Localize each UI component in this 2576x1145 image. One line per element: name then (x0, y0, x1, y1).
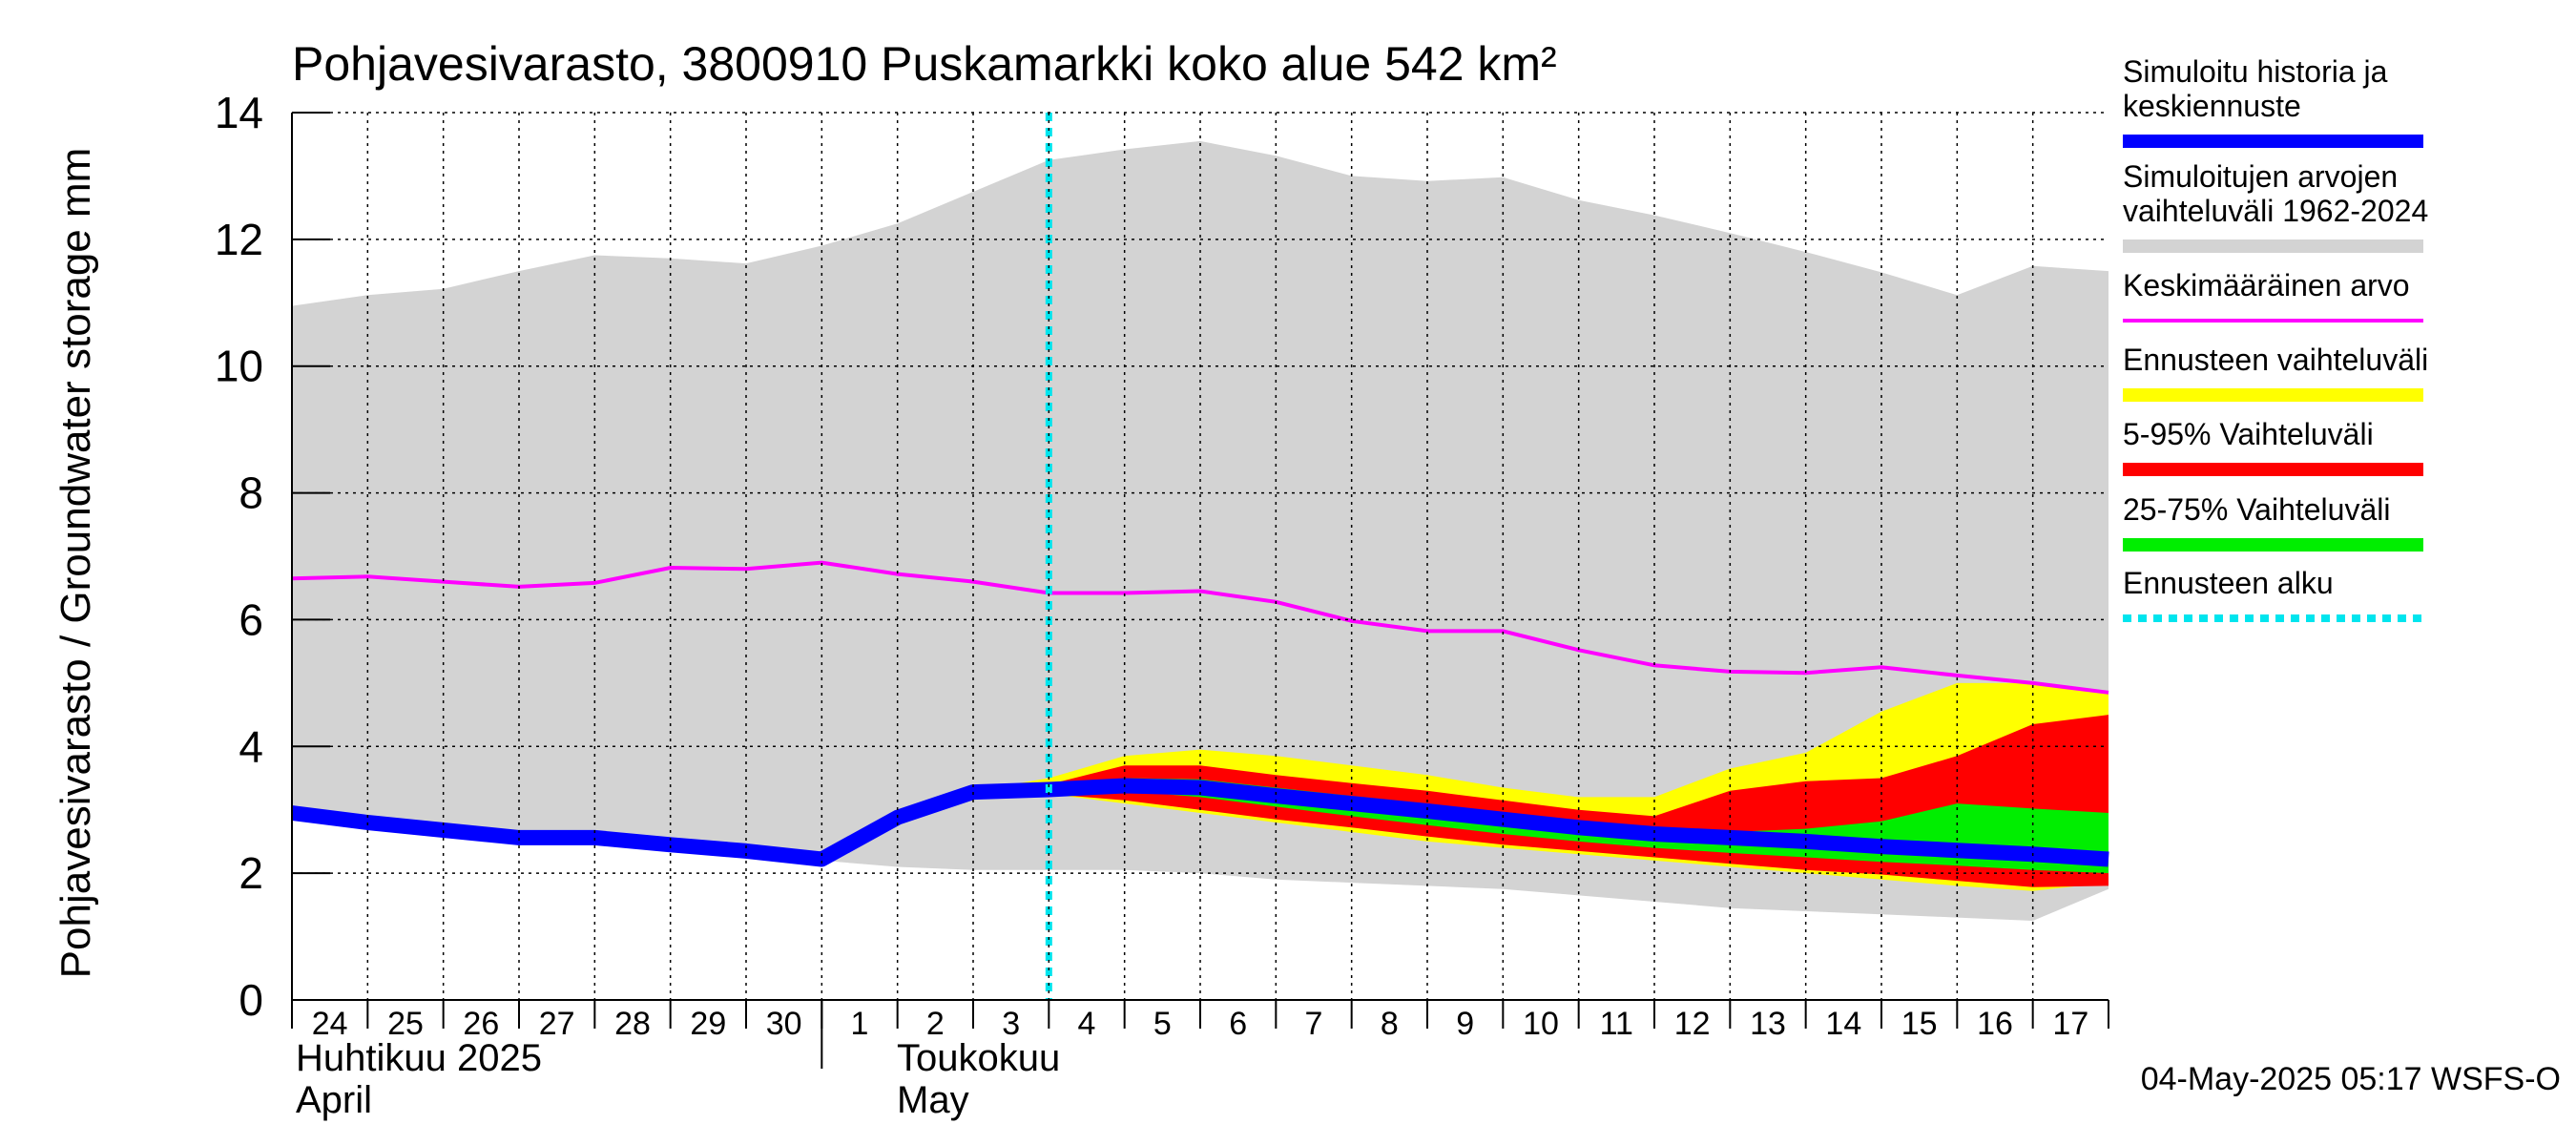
x-tick-label: 27 (539, 1006, 575, 1042)
y-tick-label: 2 (239, 848, 263, 898)
chart-title: Pohjavesivarasto, 3800910 Puskamarkki ko… (292, 37, 1557, 91)
simulated-line (290, 778, 2109, 867)
x-tick-label: 5 (1153, 1006, 1172, 1042)
y-tick-label: 6 (239, 594, 263, 644)
x-tick-label: 6 (1229, 1006, 1247, 1042)
y-tick-label: 12 (215, 215, 263, 264)
month-label-may-fi: Toukokuu (897, 1037, 1060, 1079)
legend-label: Keskimääräinen arvo (2123, 268, 2410, 302)
month-label-april-en: April (296, 1079, 372, 1121)
y-tick-label: 8 (239, 468, 263, 518)
y-tick-label: 0 (239, 975, 263, 1025)
legend-label: Simuloitu historia ja (2123, 54, 2388, 89)
y-tick-label: 10 (215, 342, 263, 391)
x-tick-label: 3 (1002, 1006, 1020, 1042)
x-tick-label: 7 (1305, 1006, 1323, 1042)
legend-label: Ennusteen alku (2123, 566, 2334, 600)
x-tick-label: 11 (1600, 1006, 1633, 1042)
x-tick-label: 10 (1523, 1006, 1559, 1042)
y-axis-label: Pohjavesivarasto / Groundwater storage m… (52, 148, 99, 979)
x-tick-label: 8 (1381, 1006, 1399, 1042)
x-tick-label: 14 (1825, 1006, 1861, 1042)
y-tick-label: 4 (239, 721, 263, 771)
mean-line (291, 560, 2109, 695)
legend-label: Simuloitujen arvojen (2123, 159, 2398, 194)
x-tick-label: 30 (766, 1006, 802, 1042)
month-label-may-en: May (897, 1079, 969, 1121)
x-tick-label: 9 (1456, 1006, 1474, 1042)
x-tick-label: 29 (690, 1006, 726, 1042)
x-tick-label: 28 (614, 1006, 651, 1042)
x-tick-label: 4 (1078, 1006, 1096, 1042)
x-tick-label: 13 (1750, 1006, 1786, 1042)
x-tick-label: 16 (1977, 1006, 2013, 1042)
footer-timestamp: 04-May-2025 05:17 WSFS-O (2141, 1061, 2561, 1097)
legend-label: vaihteluväli 1962-2024 (2123, 194, 2428, 228)
x-tick-label: 24 (312, 1006, 348, 1042)
x-tick-label: 26 (463, 1006, 499, 1042)
x-tick-label: 17 (2052, 1006, 2088, 1042)
legend-label: keskiennuste (2123, 89, 2301, 123)
x-tick-label: 2 (926, 1006, 945, 1042)
x-tick-label: 25 (387, 1006, 424, 1042)
x-tick-label: 1 (851, 1006, 869, 1042)
legend-label: 5-95% Vaihteluväli (2123, 417, 2374, 451)
month-label-april-fi: Huhtikuu 2025 (296, 1037, 542, 1079)
x-tick-label: 12 (1674, 1006, 1711, 1042)
legend-label: Ennusteen vaihteluväli (2123, 343, 2428, 377)
y-tick-label: 14 (215, 88, 263, 137)
grid (292, 112, 2109, 1000)
legend-label: 25-75% Vaihteluväli (2123, 492, 2390, 527)
x-tick-label: 15 (1901, 1006, 1938, 1042)
